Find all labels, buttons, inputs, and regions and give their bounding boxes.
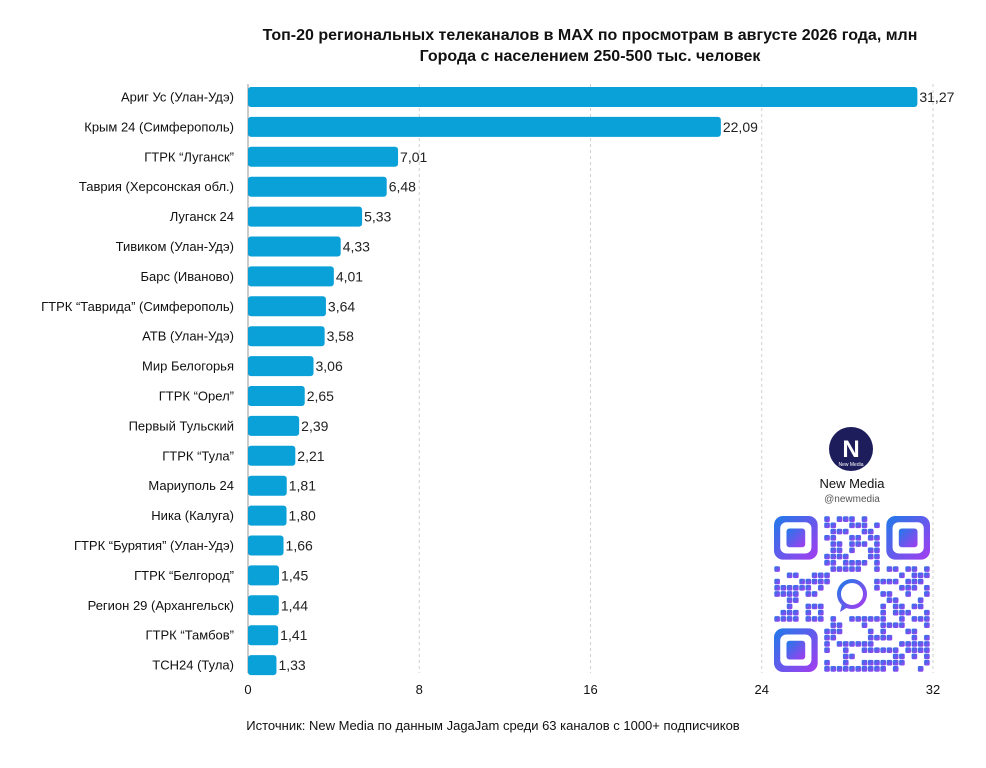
bar bbox=[248, 625, 279, 646]
category-label: ГТРК “Бурятия” (Улан-Удэ) bbox=[74, 538, 234, 553]
category-label: Барс (Иваново) bbox=[141, 269, 235, 284]
bar bbox=[248, 386, 305, 406]
bar bbox=[248, 296, 326, 317]
bar bbox=[248, 146, 399, 167]
value-label: 22,09 bbox=[723, 119, 758, 135]
value-label: 2,65 bbox=[307, 388, 334, 404]
value-label: 2,39 bbox=[301, 418, 328, 434]
bar bbox=[248, 445, 296, 466]
bar bbox=[248, 475, 287, 496]
bar bbox=[248, 356, 314, 377]
value-label: 1,45 bbox=[281, 567, 308, 583]
bar bbox=[248, 87, 918, 107]
category-label: Ника (Калуга) bbox=[151, 508, 234, 523]
category-label: ТСН24 (Тула) bbox=[152, 658, 234, 673]
category-label: ГТРК “Луганск” bbox=[144, 149, 234, 164]
value-labels: 31,27 22,09 7,01 6,48 5,33 4,33 4,01 3,64 3,58 3,… bbox=[278, 89, 954, 673]
x-tick-label: 8 bbox=[416, 682, 423, 697]
bars bbox=[248, 87, 918, 676]
value-label: 1,44 bbox=[281, 597, 308, 613]
value-label: 4,33 bbox=[343, 239, 370, 255]
value-label: 2,21 bbox=[297, 448, 324, 464]
chart-subtitle: Города с населением 250-500 тыс. человек bbox=[419, 48, 761, 65]
category-label: Тивиком (Улан-Удэ) bbox=[116, 239, 234, 254]
value-label: 7,01 bbox=[400, 149, 427, 165]
bar-chart: Ариг Ус (Улан-Удэ) Крым 24 (Симферополь) Г… bbox=[41, 84, 955, 697]
bar bbox=[248, 415, 300, 436]
value-label: 1,33 bbox=[278, 657, 305, 673]
value-label: 3,06 bbox=[316, 358, 343, 374]
x-tick-label: 0 bbox=[244, 682, 251, 697]
logo-text: New Media bbox=[838, 462, 863, 468]
category-label: Мир Белогорья bbox=[142, 359, 234, 374]
bar bbox=[248, 595, 279, 616]
bar bbox=[248, 116, 721, 137]
bar bbox=[248, 535, 284, 556]
value-label: 6,48 bbox=[389, 179, 416, 195]
category-label: Регион 29 (Архангельск) bbox=[88, 598, 234, 613]
qr-code-icon[interactable] bbox=[774, 516, 930, 672]
category-label: ГТРК “Белгород” bbox=[134, 568, 234, 583]
category-label: Луганск 24 bbox=[170, 209, 234, 224]
bar bbox=[248, 326, 325, 347]
value-label: 5,33 bbox=[364, 209, 391, 225]
category-label: ГТРК “Орел” bbox=[159, 389, 234, 404]
category-label: ГТРК “Тамбов” bbox=[146, 628, 234, 643]
bar bbox=[248, 565, 280, 586]
chart-title: Топ-20 региональных телеканалов в MAX по… bbox=[262, 27, 918, 44]
value-label: 4,01 bbox=[336, 268, 363, 284]
new-media-logo-icon: N New Media bbox=[829, 427, 873, 471]
value-label: 1,81 bbox=[289, 478, 316, 494]
value-label: 1,41 bbox=[280, 627, 307, 643]
category-label: АТВ (Улан-Удэ) bbox=[142, 329, 234, 344]
bar bbox=[248, 505, 287, 526]
category-label: ГТРК “Тула” bbox=[162, 448, 234, 463]
value-label: 1,80 bbox=[289, 508, 316, 524]
bar bbox=[248, 176, 387, 197]
value-label: 31,27 bbox=[919, 89, 954, 105]
source-note: Источник: New Media по данным JagaJam ср… bbox=[246, 718, 740, 733]
brand-name: New Media bbox=[819, 476, 885, 491]
bar bbox=[248, 206, 363, 227]
category-label: Мариуполь 24 bbox=[148, 478, 234, 493]
x-tick-label: 32 bbox=[926, 682, 940, 697]
x-axis-ticks: 0 8 16 24 32 bbox=[244, 682, 940, 697]
category-label: Таврия (Херсонская обл.) bbox=[79, 179, 234, 194]
category-label: Крым 24 (Симферополь) bbox=[84, 119, 234, 134]
bar bbox=[248, 266, 334, 287]
value-label: 3,58 bbox=[327, 328, 354, 344]
category-label: ГТРК “Таврида” (Симферополь) bbox=[41, 299, 234, 314]
x-tick-label: 24 bbox=[755, 682, 769, 697]
value-label: 1,66 bbox=[286, 538, 313, 554]
category-label: Ариг Ус (Улан-Удэ) bbox=[121, 90, 234, 105]
category-labels: Ариг Ус (Улан-Удэ) Крым 24 (Симферополь) Г… bbox=[41, 90, 234, 673]
category-label: Первый Тульский bbox=[129, 418, 234, 433]
brand-handle: @newmedia bbox=[824, 494, 880, 505]
bar bbox=[248, 236, 341, 257]
x-tick-label: 16 bbox=[583, 682, 597, 697]
logo-letter: N bbox=[842, 436, 859, 463]
bar bbox=[248, 655, 277, 676]
value-label: 3,64 bbox=[328, 298, 355, 314]
